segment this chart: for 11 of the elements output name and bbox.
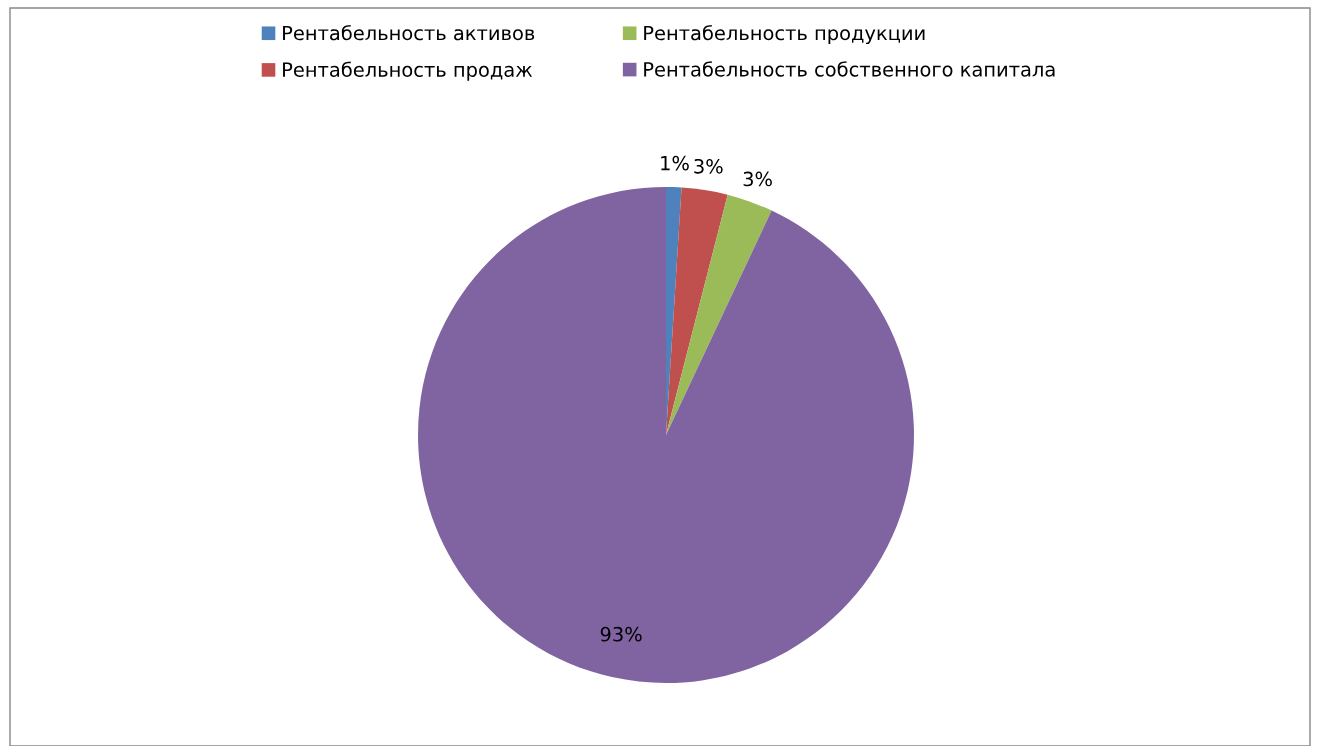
data-label: 93% — [600, 626, 642, 642]
legend-label: Рентабельность собственного капитала — [644, 61, 1055, 77]
pie-slice — [418, 187, 914, 683]
pie-slice — [666, 187, 728, 435]
data-label: 1% — [661, 155, 689, 171]
legend-label: Рентабельность продукции — [644, 24, 925, 45]
data-label: 3% — [743, 171, 772, 187]
legend-label: Рентабельность активов — [283, 24, 535, 41]
data-label: 3% — [694, 158, 723, 174]
legend-label: Рентабельность продаж — [283, 61, 533, 81]
pie-slice — [666, 194, 772, 435]
